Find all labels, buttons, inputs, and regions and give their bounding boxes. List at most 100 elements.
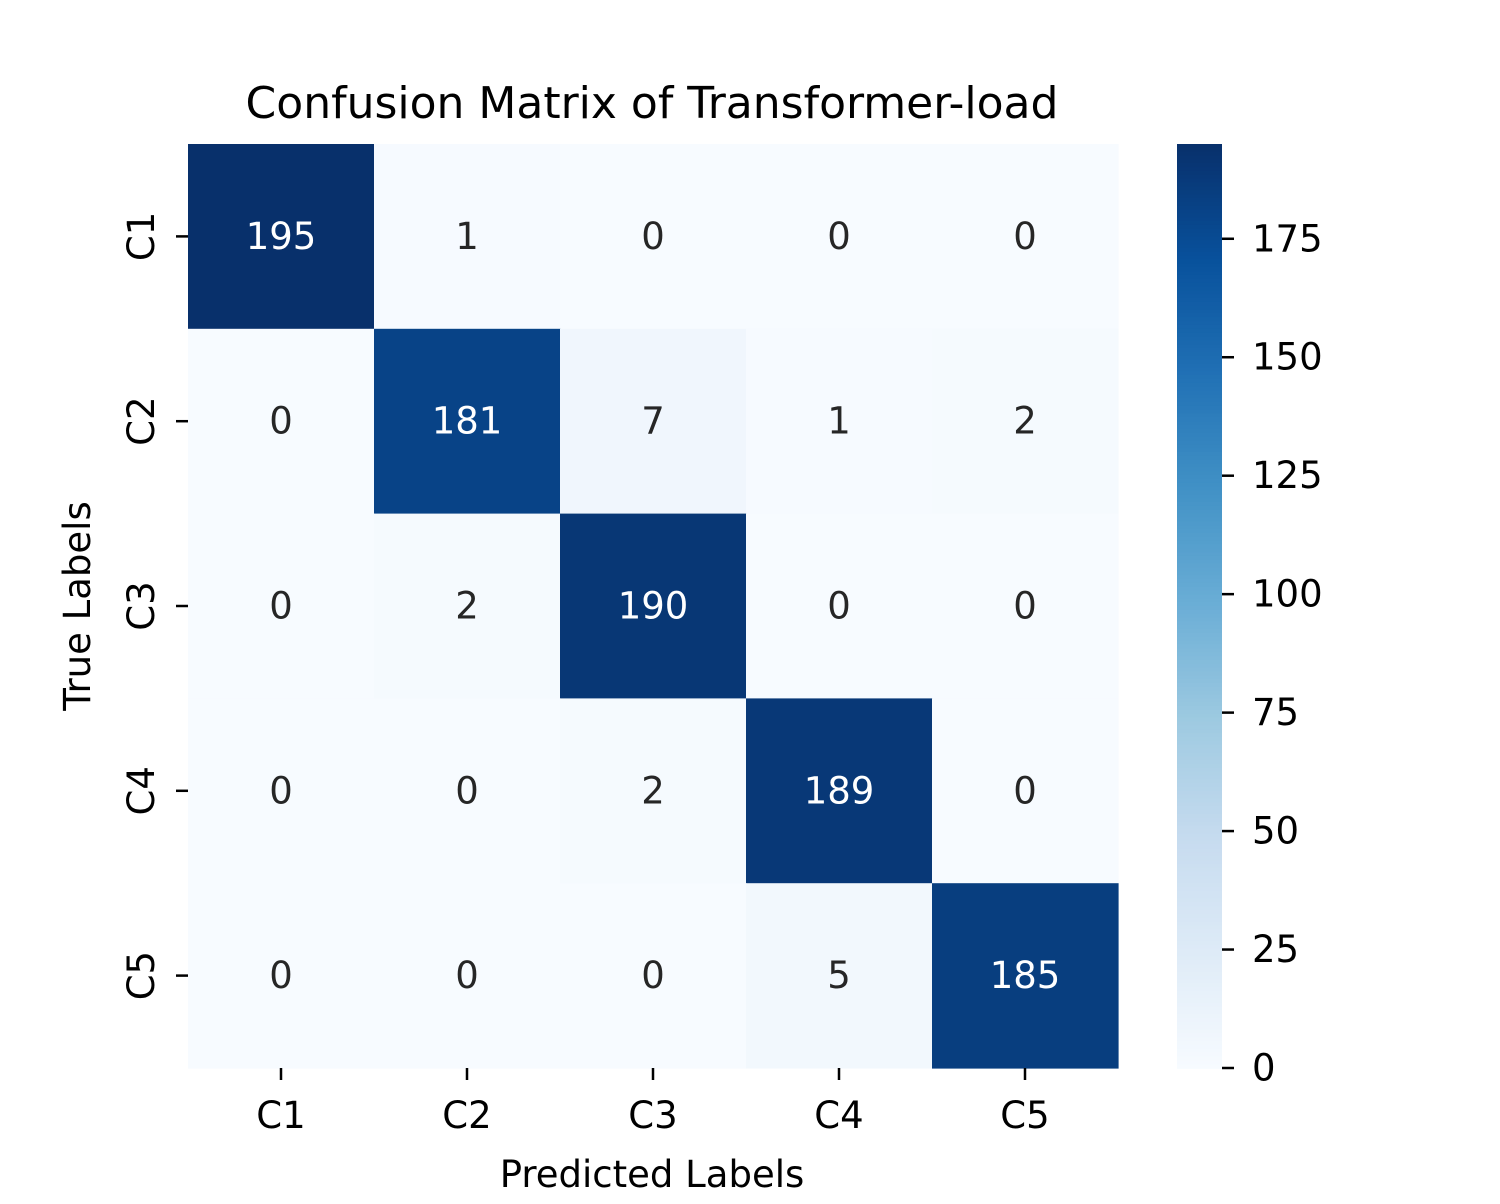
heatmap-cell-r1-c3 xyxy=(560,144,747,330)
colorbar-segment xyxy=(1177,652,1222,657)
cell-value-r5-c1: 0 xyxy=(269,954,293,997)
colorbar-segment xyxy=(1177,683,1222,688)
colorbar-segment xyxy=(1177,375,1222,380)
cell-value-r1-c4: 0 xyxy=(827,215,851,258)
colorbar-segment xyxy=(1177,159,1222,165)
cell-value-r2-c4: 1 xyxy=(827,400,851,443)
colorbar-segment xyxy=(1177,286,1222,292)
x-tick-label-2: C2 xyxy=(442,1094,491,1137)
colorbar-segment xyxy=(1177,259,1222,265)
colorbar-segment xyxy=(1177,929,1222,935)
colorbar-segment xyxy=(1177,767,1222,773)
colorbar-segment xyxy=(1177,656,1222,661)
colorbar-segment xyxy=(1177,224,1222,230)
colorbar-segment xyxy=(1177,944,1222,950)
colorbar-segment xyxy=(1177,371,1222,376)
colorbar-segment xyxy=(1177,190,1222,195)
colorbar-segment xyxy=(1177,760,1222,765)
colorbar-segment xyxy=(1177,482,1222,488)
colorbar-segment xyxy=(1177,921,1222,927)
heatmap-annotations: 195 1 0 0 0 0 181 7 1 2 0 2 190 0 0 0 0 2 189 0 0 0 0 5 185 xyxy=(246,215,1061,997)
colorbar-segment xyxy=(1177,983,1222,988)
colorbar-segment xyxy=(1177,1048,1222,1054)
cell-value-r4-c4: 189 xyxy=(804,769,875,812)
colorbar-segment xyxy=(1177,436,1222,442)
colorbar-segment xyxy=(1177,602,1222,607)
colorbar-segment xyxy=(1177,247,1222,253)
colorbar-segment xyxy=(1177,563,1222,569)
colorbar-segment xyxy=(1177,197,1222,203)
colorbar-segment xyxy=(1177,1017,1222,1023)
y-tick-label-1: C1 xyxy=(120,212,163,261)
colorbar-segment xyxy=(1177,663,1222,669)
colorbar-segment xyxy=(1177,906,1222,911)
colorbar-segment xyxy=(1177,536,1222,542)
colorbar-segment xyxy=(1177,694,1222,700)
colorbar-segment xyxy=(1177,594,1222,600)
colorbar-segment xyxy=(1177,332,1222,338)
colorbar-segment xyxy=(1177,363,1222,369)
heatmap-cell-r4-c4 xyxy=(746,698,933,884)
colorbar-segment xyxy=(1177,721,1222,727)
colorbar-segment xyxy=(1177,883,1222,888)
colorbar-segment xyxy=(1177,240,1222,245)
colorbar-segment xyxy=(1177,344,1222,349)
colorbar-segment xyxy=(1177,467,1222,473)
colorbar-segment xyxy=(1177,702,1222,707)
y-axis: C1 C2 C3 C4 C5 xyxy=(120,212,188,1000)
colorbar-tick-label-3: 50 xyxy=(1252,810,1299,853)
cell-value-r2-c1: 0 xyxy=(269,400,293,443)
colorbar-segment xyxy=(1177,582,1222,588)
colorbar-segment xyxy=(1177,771,1222,777)
colorbar-segment xyxy=(1177,232,1222,238)
colorbar-segment xyxy=(1177,251,1222,257)
colorbar-segment xyxy=(1177,1056,1222,1062)
colorbar-segment xyxy=(1177,213,1222,218)
colorbar-segment xyxy=(1177,625,1222,630)
colorbar-segment xyxy=(1177,1041,1222,1046)
colorbar-segment xyxy=(1177,529,1222,534)
colorbar-segment xyxy=(1177,428,1222,434)
heatmap-cell-r3-c3 xyxy=(560,513,747,699)
colorbar-segment xyxy=(1177,763,1222,769)
colorbar-segment xyxy=(1177,875,1222,881)
cell-value-r2-c2: 181 xyxy=(432,400,503,443)
colorbar-segment xyxy=(1177,298,1222,303)
cell-value-r1-c2: 1 xyxy=(455,215,479,258)
colorbar-segment xyxy=(1177,756,1222,761)
colorbar-segment xyxy=(1177,452,1222,457)
colorbar-segment xyxy=(1177,960,1222,965)
colorbar-segment xyxy=(1177,848,1222,854)
y-tick-label-4: C4 xyxy=(120,766,163,815)
heatmap-cell-r2-c5 xyxy=(932,328,1119,515)
colorbar-segment xyxy=(1177,340,1222,345)
colorbar-segment xyxy=(1177,217,1222,222)
colorbar-segment xyxy=(1177,486,1222,492)
colorbar-segment xyxy=(1177,879,1222,884)
colorbar-segment xyxy=(1177,290,1222,295)
colorbar-segment xyxy=(1177,725,1222,730)
colorbar-segment xyxy=(1177,409,1222,415)
colorbar-segment xyxy=(1177,502,1222,507)
colorbar-segment xyxy=(1177,201,1222,207)
colorbar-segment xyxy=(1177,355,1222,361)
colorbar-tick-label-2: 25 xyxy=(1252,928,1299,971)
heatmap-cell-r1-c1 xyxy=(188,144,375,330)
colorbar-segment xyxy=(1177,186,1222,191)
colorbar-segment xyxy=(1177,940,1222,946)
colorbar-segment xyxy=(1177,887,1222,892)
colorbar-segment xyxy=(1177,382,1222,388)
colorbar-segment xyxy=(1177,544,1222,550)
colorbar-segment xyxy=(1177,490,1222,496)
heatmap-cell-r2-c1 xyxy=(188,328,375,515)
colorbar-segment xyxy=(1177,167,1222,172)
y-tick-label-5: C5 xyxy=(120,951,163,1000)
colorbar-segment xyxy=(1177,890,1222,896)
colorbar-segment xyxy=(1177,567,1222,573)
colorbar-segment xyxy=(1177,1029,1222,1035)
colorbar-segment xyxy=(1177,278,1222,284)
colorbar-segment xyxy=(1177,817,1222,823)
colorbar-segment xyxy=(1177,863,1222,869)
